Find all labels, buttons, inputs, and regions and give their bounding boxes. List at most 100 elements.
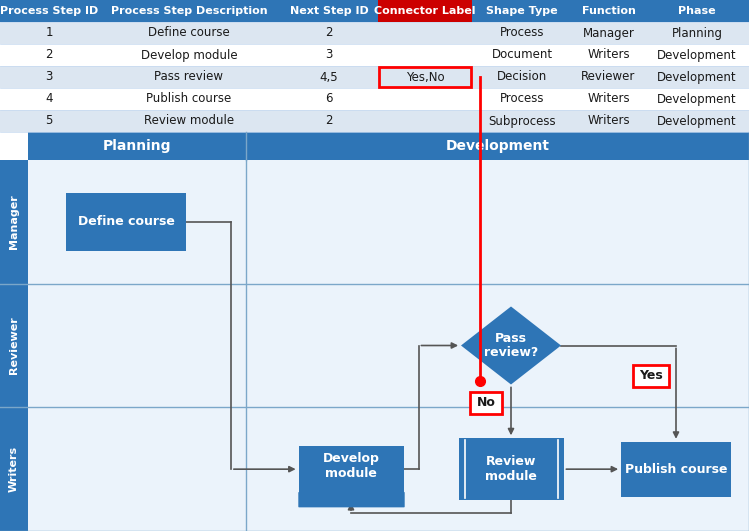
Bar xyxy=(572,0,645,22)
Bar xyxy=(378,22,472,44)
Bar xyxy=(98,0,280,22)
Text: Manager: Manager xyxy=(583,27,634,39)
Text: Pass review: Pass review xyxy=(154,71,223,83)
Bar xyxy=(645,0,749,22)
Text: Next Step ID: Next Step ID xyxy=(290,6,369,16)
Text: No: No xyxy=(476,396,495,409)
Text: Reviewer: Reviewer xyxy=(9,316,19,374)
Bar xyxy=(280,22,378,44)
Text: Subprocess: Subprocess xyxy=(488,115,556,127)
Bar xyxy=(28,132,749,160)
Bar xyxy=(0,0,98,22)
Text: Writers: Writers xyxy=(9,446,19,492)
Bar xyxy=(28,160,749,531)
Text: 4: 4 xyxy=(45,92,52,106)
Bar xyxy=(378,66,472,88)
Text: Process: Process xyxy=(500,27,545,39)
Text: Publish course: Publish course xyxy=(146,92,231,106)
Text: 5: 5 xyxy=(45,115,52,127)
Text: Manager: Manager xyxy=(9,194,19,249)
Bar xyxy=(98,22,280,44)
Text: Writers: Writers xyxy=(587,92,630,106)
Bar xyxy=(572,44,645,66)
Polygon shape xyxy=(461,306,561,384)
Text: Planning: Planning xyxy=(103,139,172,153)
Text: Development: Development xyxy=(657,115,737,127)
Bar xyxy=(472,0,572,22)
Text: Review
module: Review module xyxy=(485,455,537,483)
Bar xyxy=(0,88,98,110)
Text: Develop
module: Develop module xyxy=(323,452,380,480)
Text: Connector Label: Connector Label xyxy=(374,6,476,16)
Text: Process: Process xyxy=(500,92,545,106)
Bar xyxy=(0,160,28,284)
Bar xyxy=(0,66,98,88)
Bar xyxy=(280,88,378,110)
Text: Phase: Phase xyxy=(678,6,716,16)
Text: Development: Development xyxy=(446,139,550,153)
Text: 1: 1 xyxy=(45,27,52,39)
Text: Process Step Description: Process Step Description xyxy=(111,6,267,16)
Bar xyxy=(572,110,645,132)
Text: 2: 2 xyxy=(325,115,333,127)
Bar xyxy=(98,44,280,66)
Text: Document: Document xyxy=(491,48,553,62)
Bar xyxy=(645,88,749,110)
Text: Pass
review?: Pass review? xyxy=(484,331,538,359)
Bar xyxy=(280,0,378,22)
Bar xyxy=(66,193,186,251)
Bar xyxy=(378,44,472,66)
Text: Development: Development xyxy=(657,48,737,62)
Bar xyxy=(645,44,749,66)
Bar xyxy=(0,44,98,66)
Text: 4,5: 4,5 xyxy=(320,71,339,83)
Text: Function: Function xyxy=(581,6,635,16)
Text: Planning: Planning xyxy=(672,27,723,39)
Text: 3: 3 xyxy=(45,71,52,83)
Bar xyxy=(280,44,378,66)
Bar xyxy=(280,110,378,132)
Text: 3: 3 xyxy=(325,48,333,62)
Text: Yes,No: Yes,No xyxy=(406,71,444,83)
Bar xyxy=(572,88,645,110)
Text: Process Step ID: Process Step ID xyxy=(0,6,98,16)
Bar xyxy=(0,22,98,44)
Bar xyxy=(378,0,472,22)
Bar xyxy=(472,110,572,132)
Bar xyxy=(645,22,749,44)
Bar xyxy=(378,88,472,110)
Bar xyxy=(280,66,378,88)
Bar xyxy=(458,438,563,500)
Text: Development: Development xyxy=(657,92,737,106)
Bar xyxy=(645,66,749,88)
Text: Decision: Decision xyxy=(497,71,547,83)
Bar xyxy=(470,391,502,414)
Text: Writers: Writers xyxy=(587,115,630,127)
Text: Develop module: Develop module xyxy=(141,48,237,62)
Bar xyxy=(0,110,98,132)
Text: Yes: Yes xyxy=(639,369,663,382)
Text: 2: 2 xyxy=(325,27,333,39)
Bar xyxy=(572,22,645,44)
Bar xyxy=(472,22,572,44)
Text: Shape Type: Shape Type xyxy=(486,6,558,16)
Text: Development: Development xyxy=(657,71,737,83)
Text: Define course: Define course xyxy=(148,27,230,39)
Text: Publish course: Publish course xyxy=(625,463,727,476)
Bar xyxy=(98,88,280,110)
Text: Writers: Writers xyxy=(587,48,630,62)
Text: Review module: Review module xyxy=(144,115,234,127)
Text: 6: 6 xyxy=(325,92,333,106)
Bar xyxy=(572,66,645,88)
Bar xyxy=(472,44,572,66)
Text: Define course: Define course xyxy=(78,216,175,228)
Text: Reviewer: Reviewer xyxy=(581,71,636,83)
Bar xyxy=(378,110,472,132)
Bar xyxy=(0,407,28,531)
Bar xyxy=(645,110,749,132)
Bar xyxy=(472,66,572,88)
Bar xyxy=(98,110,280,132)
Bar xyxy=(98,66,280,88)
Bar xyxy=(299,446,404,500)
Bar xyxy=(472,88,572,110)
